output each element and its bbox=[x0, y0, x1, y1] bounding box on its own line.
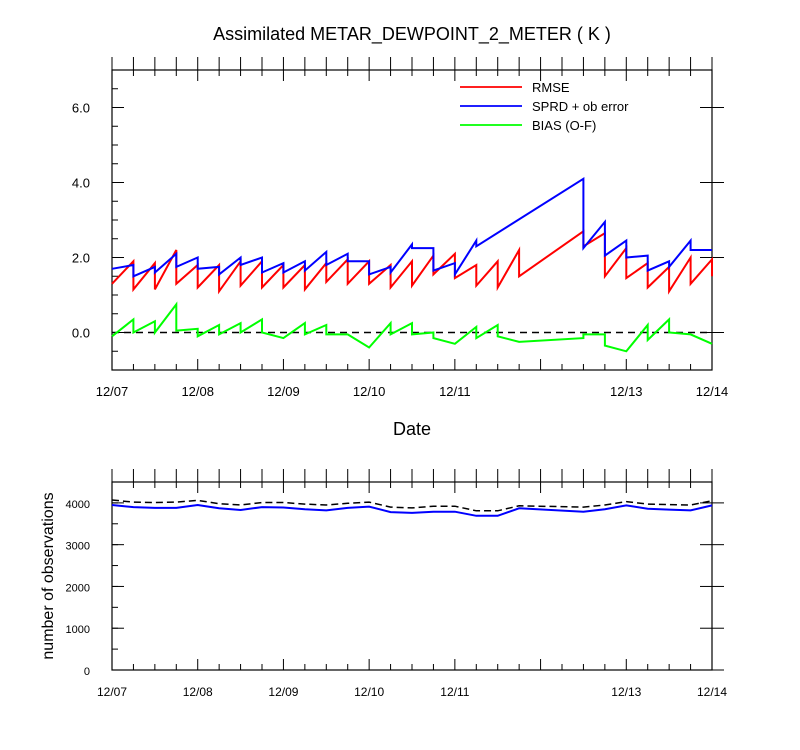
top-x-tick-label: 12/11 bbox=[439, 384, 471, 399]
legend-label-1: SPRD + ob error bbox=[532, 99, 629, 114]
bottom-y-tick-label: 3000 bbox=[66, 541, 90, 553]
bottom-x-tick-label: 12/09 bbox=[268, 685, 298, 699]
top-x-tick-label: 12/14 bbox=[696, 384, 729, 399]
bottom-series-line-0 bbox=[111, 499, 713, 512]
top-y-tick-label: 0.0 bbox=[72, 326, 90, 341]
bottom-x-tick-label: 12/13 bbox=[611, 685, 641, 699]
chart-title: Assimilated METAR_DEWPOINT_2_METER ( K ) bbox=[213, 24, 611, 45]
bottom-y-tick-label: 0 bbox=[84, 666, 90, 678]
top-series-line-2 bbox=[111, 301, 713, 353]
top-x-tick-label: 12/10 bbox=[353, 384, 386, 399]
bottom-y-tick-label: 1000 bbox=[66, 624, 90, 636]
top-x-tick-label: 12/09 bbox=[267, 384, 300, 399]
bottom-x-tick-label: 12/07 bbox=[97, 685, 127, 699]
y-axis-label-observations: number of observations bbox=[40, 492, 57, 659]
bottom-x-tick-label: 12/08 bbox=[183, 685, 213, 699]
bottom-plot-frame bbox=[111, 481, 713, 671]
top-x-tick-label: 12/07 bbox=[96, 384, 129, 399]
bottom-series-line-1 bbox=[111, 503, 713, 517]
top-series-line-0 bbox=[111, 229, 713, 295]
bottom-x-tick-label: 12/14 bbox=[697, 685, 727, 699]
top-x-tick-label: 12/13 bbox=[610, 384, 643, 399]
x-axis-label: Date bbox=[393, 419, 431, 439]
bottom-y-tick-label: 4000 bbox=[66, 499, 90, 511]
top-y-tick-label: 4.0 bbox=[72, 176, 90, 191]
bottom-x-tick-label: 12/11 bbox=[440, 685, 469, 699]
top-x-tick-label: 12/08 bbox=[181, 384, 214, 399]
top-series-line-1 bbox=[111, 176, 712, 278]
bottom-y-tick-label: 2000 bbox=[66, 582, 90, 594]
top-chart: 12/07 12/08 12/09 12/10 12/11 12/13 12/14 0.0 2.… bbox=[72, 57, 728, 399]
legend-label-2: BIAS (O-F) bbox=[532, 118, 596, 133]
bottom-x-tick-label: 12/10 bbox=[354, 685, 384, 699]
top-y-tick-label: 6.0 bbox=[72, 101, 90, 116]
bottom-chart: 12/07 12/08 12/09 12/10 12/11 12/13 12/14 0 1000… bbox=[66, 469, 727, 699]
top-y-tick-label: 2.0 bbox=[72, 251, 90, 266]
legend-label-0: RMSE bbox=[532, 80, 570, 95]
